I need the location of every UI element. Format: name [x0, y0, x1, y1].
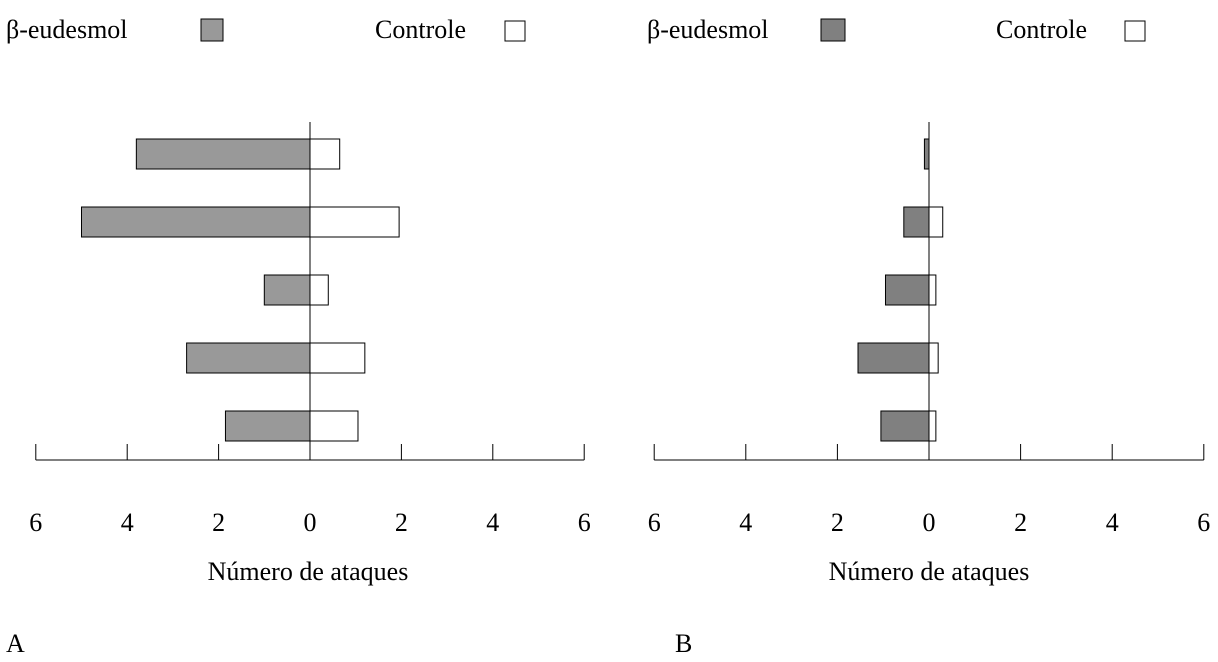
bar-control-3 — [928, 274, 937, 306]
legend-swatch-treatment — [820, 18, 846, 42]
bar-treatment-5 — [224, 410, 311, 442]
x-tick-label: 4 — [1106, 508, 1119, 537]
x-tick-label: 2 — [831, 508, 844, 537]
bar-treatment-3 — [263, 274, 311, 306]
x-tick-label: 4 — [121, 508, 134, 537]
x-tick-label: 2 — [1014, 508, 1027, 537]
legend-swatch-control — [504, 20, 526, 42]
bar-treatment-1 — [923, 138, 930, 170]
x-axis-label-b: Número de ataques — [829, 557, 1030, 586]
panel-label-b: B — [675, 629, 692, 658]
x-ticks-b: 6 4 2 0 2 4 6 — [648, 444, 1210, 537]
bar-treatment-2 — [81, 206, 311, 238]
bar-control-1 — [309, 138, 341, 170]
bar-treatment-5 — [880, 410, 930, 442]
legend-label-treatment: β-eudesmol — [6, 15, 128, 44]
x-axis-label-a: Número de ataques — [208, 557, 409, 586]
legend-swatch-treatment — [200, 18, 224, 42]
legend-label-control: Controle — [996, 15, 1087, 44]
bar-control-5 — [928, 410, 937, 442]
bar-treatment-3 — [884, 274, 930, 306]
bar-treatment-4 — [186, 342, 311, 374]
x-tick-label: 6 — [1197, 508, 1210, 537]
x-tick-label: 6 — [648, 508, 661, 537]
bars-a — [81, 138, 400, 442]
bar-control-5 — [309, 410, 359, 442]
panel-label-a: A — [6, 629, 25, 658]
bar-control-2 — [928, 206, 944, 238]
legend-label-treatment: β-eudesmol — [647, 15, 769, 44]
bar-control-3 — [309, 274, 329, 306]
bar-control-2 — [309, 206, 400, 238]
x-tick-label: 4 — [486, 508, 499, 537]
bar-control-4 — [928, 342, 939, 374]
bar-control-4 — [309, 342, 366, 374]
x-tick-label: 2 — [395, 508, 408, 537]
x-tick-label: 6 — [578, 508, 591, 537]
panel-a: β-eudesmol Controle 6 4 2 0 2 4 6 Número de at… — [6, 15, 591, 658]
legend-swatch-control — [1124, 20, 1146, 42]
bars-b — [857, 138, 944, 442]
x-ticks-a: 6 4 2 0 2 4 6 — [29, 444, 591, 537]
legend-label-control: Controle — [375, 15, 466, 44]
x-tick-label: 0 — [923, 508, 936, 537]
panel-b: β-eudesmol Controle 6 4 2 0 2 4 6 Número de at… — [647, 15, 1210, 658]
x-tick-label: 0 — [304, 508, 317, 537]
bar-treatment-1 — [135, 138, 311, 170]
bar-treatment-4 — [857, 342, 930, 374]
bar-treatment-2 — [903, 206, 930, 238]
x-tick-label: 4 — [739, 508, 752, 537]
x-tick-label: 2 — [212, 508, 225, 537]
x-tick-label: 6 — [29, 508, 42, 537]
